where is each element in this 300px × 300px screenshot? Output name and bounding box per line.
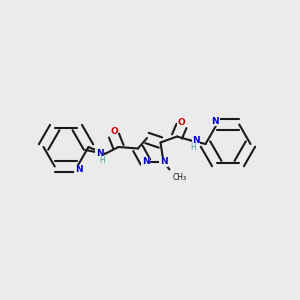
Text: N: N (192, 136, 200, 145)
Text: N: N (160, 158, 167, 166)
Text: O: O (110, 128, 118, 136)
Text: CH₃: CH₃ (172, 172, 187, 182)
Text: N: N (212, 117, 219, 126)
Text: H: H (99, 156, 105, 165)
Text: N: N (75, 165, 82, 174)
Text: N: N (96, 149, 103, 158)
Text: N: N (142, 158, 149, 166)
Text: H: H (190, 142, 196, 152)
Text: O: O (178, 118, 185, 127)
